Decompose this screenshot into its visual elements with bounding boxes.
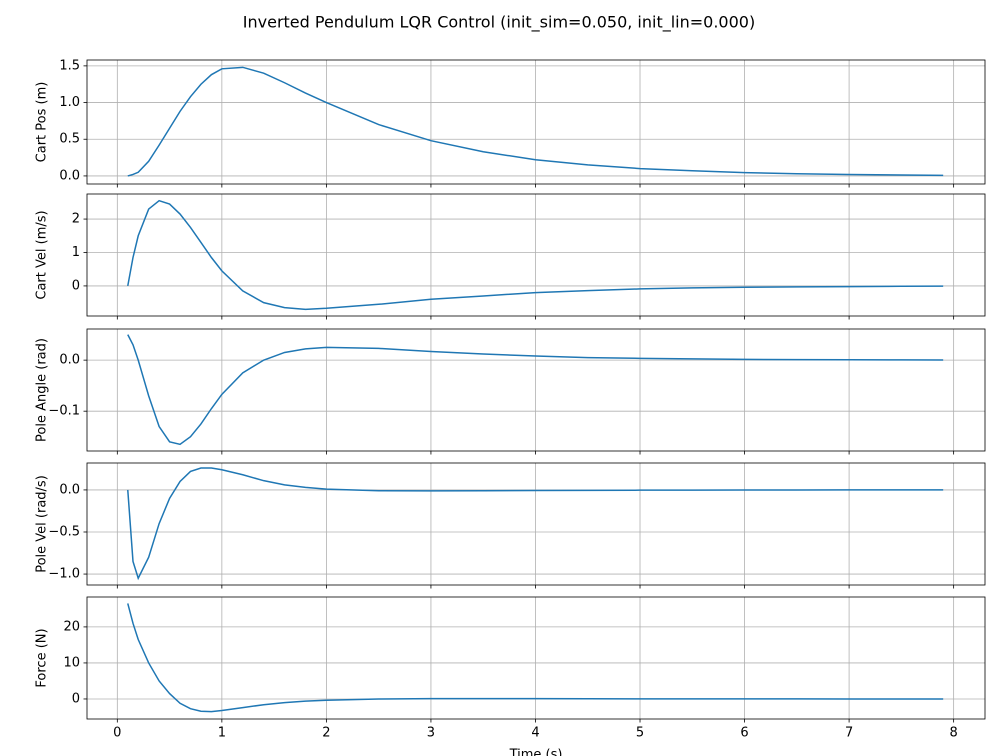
y-tick-label: 0.0	[59, 482, 80, 497]
data-line	[127, 467, 944, 581]
data-line	[127, 66, 944, 177]
y-tick-label: 20	[63, 619, 80, 634]
x-tick-label: 1	[218, 726, 226, 741]
axes-frame	[86, 59, 986, 185]
x-tick-label: 8	[949, 726, 957, 741]
axes-frame	[86, 596, 986, 720]
x-tick-label: 4	[531, 726, 539, 741]
y-axis-label: Cart Vel (m/s)	[35, 210, 50, 299]
x-tick-label: 0	[113, 726, 121, 741]
y-tick-label: 0.5	[59, 132, 80, 147]
y-axis-label: Force (N)	[35, 628, 50, 687]
y-tick-label: 1.0	[59, 95, 80, 110]
data-line	[127, 199, 944, 311]
y-tick-label: 2	[72, 212, 80, 227]
x-tick-label: 7	[845, 726, 853, 741]
data-line	[127, 603, 944, 713]
y-axis-label: Cart Pos (m)	[35, 82, 50, 163]
figure-title: Inverted Pendulum LQR Control (init_sim=…	[243, 13, 755, 33]
y-tick-label: 0.0	[59, 353, 80, 368]
x-tick-label: 5	[636, 726, 644, 741]
y-tick-label: 0	[72, 691, 80, 706]
x-tick-label: 2	[322, 726, 330, 741]
y-tick-label: 0.0	[59, 168, 80, 183]
axes-frame	[86, 462, 986, 586]
x-tick-label: 6	[740, 726, 748, 741]
x-tick-label: 3	[427, 726, 435, 741]
y-tick-label: 0	[72, 278, 80, 293]
axes-frame	[86, 193, 986, 317]
y-tick-label: −0.5	[48, 524, 80, 539]
data-line	[127, 334, 944, 446]
y-tick-label: 1.5	[59, 58, 80, 73]
y-tick-label: 10	[63, 655, 80, 670]
y-tick-label: −0.1	[48, 404, 80, 419]
y-tick-label: −1.0	[48, 567, 80, 582]
y-axis-label: Pole Angle (rad)	[35, 338, 50, 442]
y-tick-label: 1	[72, 245, 80, 260]
x-axis-label: Time (s)	[509, 748, 563, 756]
axes-frame	[86, 328, 986, 452]
y-axis-label: Pole Vel (rad/s)	[35, 475, 50, 573]
